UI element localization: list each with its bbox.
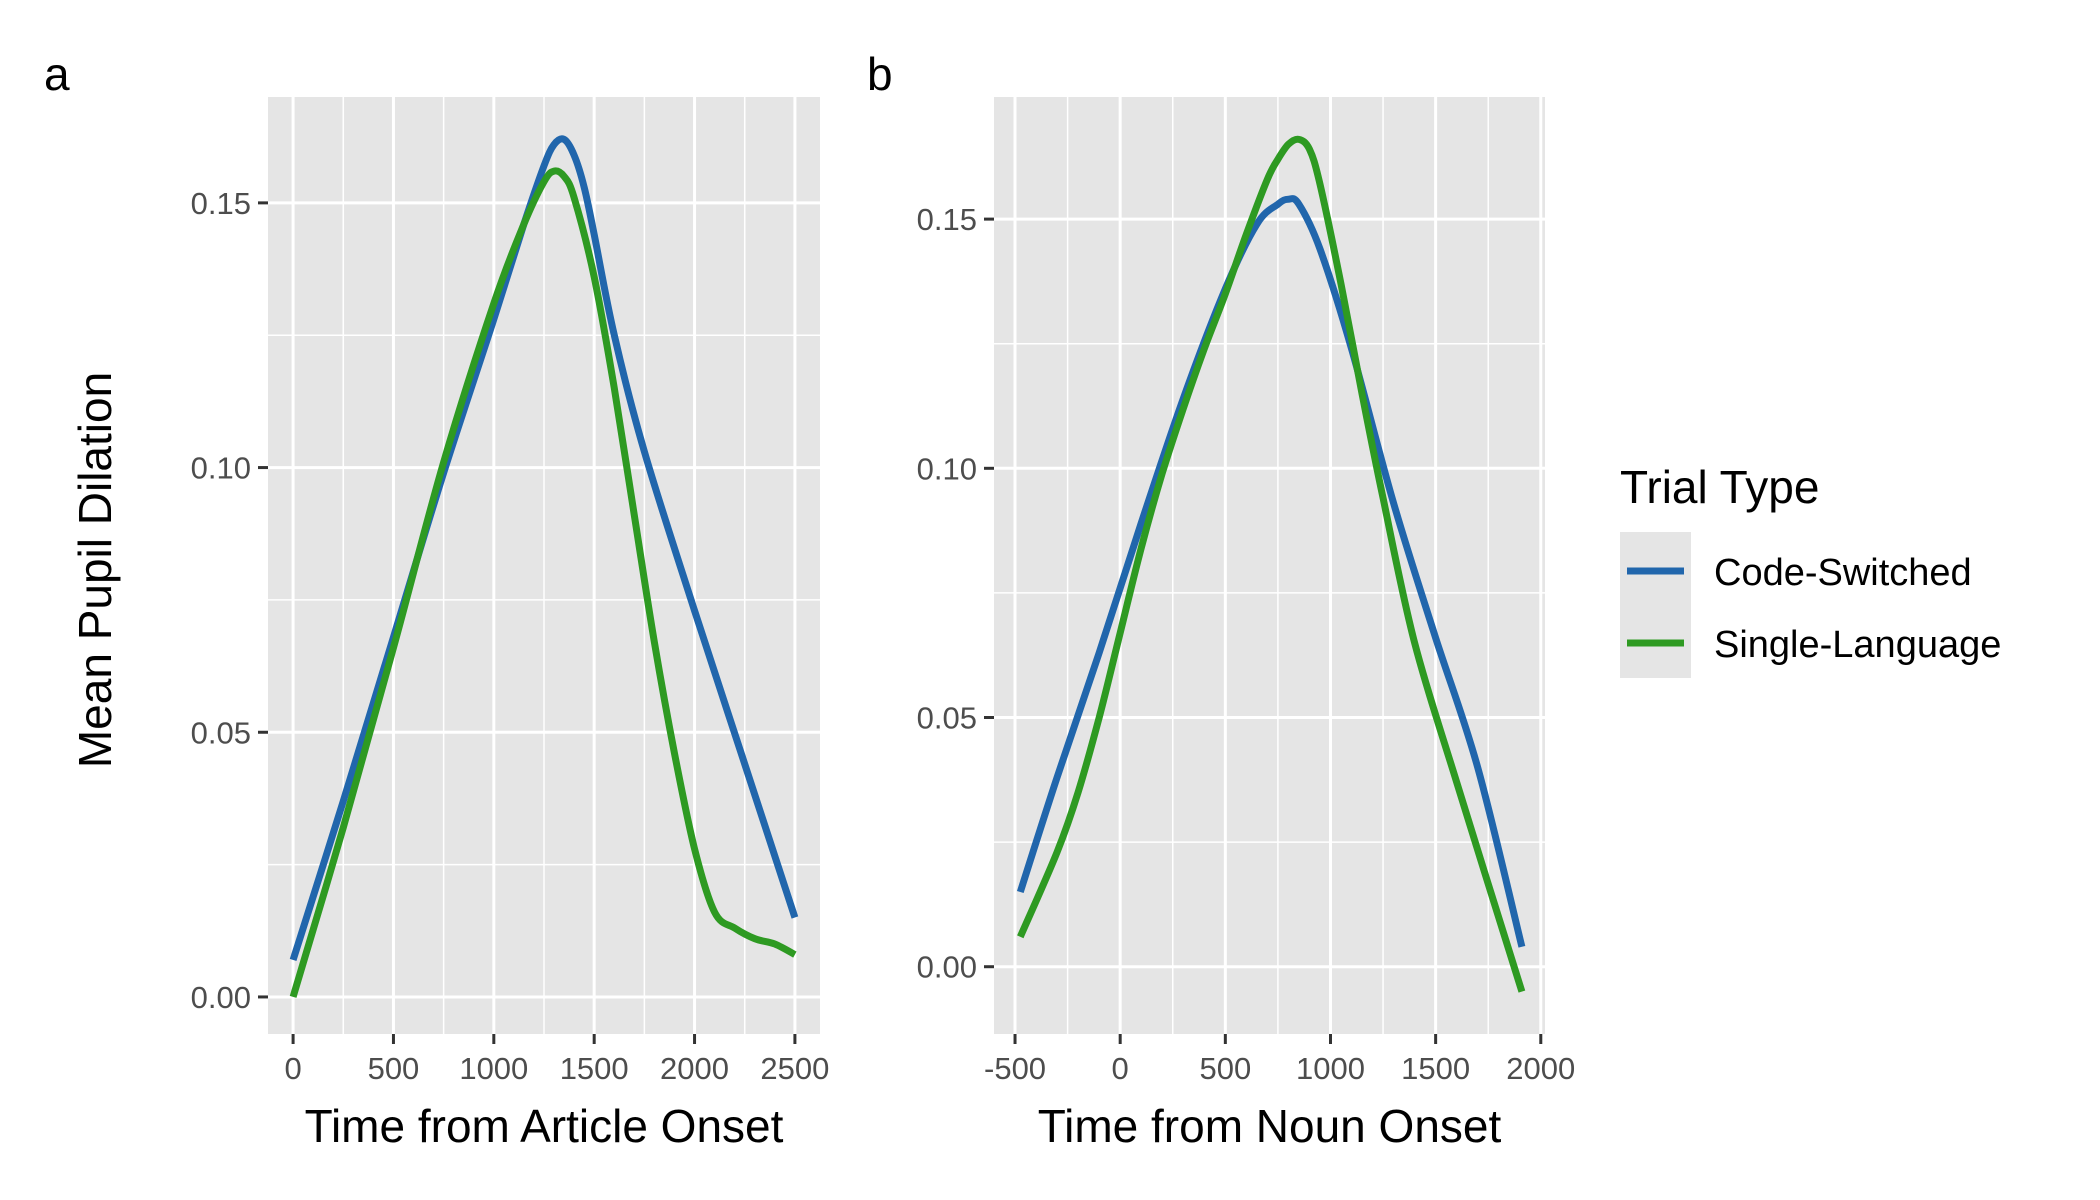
series-line-code-switched-b — [1016, 195, 1526, 948]
x-tick-label: 1000 — [459, 1051, 528, 1086]
panel-background-b — [994, 97, 1545, 1034]
series-line-single-language-a — [289, 167, 797, 998]
panel-tag-b: b — [867, 48, 893, 100]
legend-label-single-language: Single-Language — [1714, 624, 2001, 666]
x-tick-label: 2000 — [1506, 1051, 1575, 1086]
panel-b: -500 0 500 1000 1500 2000 0.00 0.05 0.10 0.15 Time… — [867, 48, 1575, 1152]
x-tick-label: 500 — [368, 1051, 420, 1086]
x-tick-label: 2000 — [660, 1051, 729, 1086]
series-line-single-language-b — [1017, 135, 1526, 993]
x-tick-label: 1000 — [1296, 1051, 1365, 1086]
x-tick-label: 0 — [1112, 1051, 1129, 1086]
legend: Trial Type Code-Switched Single-Language — [1620, 461, 2001, 678]
x-tick-label: 1500 — [560, 1051, 629, 1086]
x-tick-label: 0 — [284, 1051, 301, 1086]
x-tick-label: 2500 — [760, 1051, 829, 1086]
x-axis-title-a: Time from Article Onset — [305, 1100, 784, 1152]
y-tick-label: 0.15 — [917, 202, 977, 237]
panel-tag-a: a — [44, 48, 70, 100]
x-tick-label: -500 — [984, 1051, 1046, 1086]
y-tick-label: 0.10 — [191, 451, 251, 486]
y-tick-label: 0.00 — [917, 950, 977, 985]
y-tick-label: 0.00 — [191, 980, 251, 1015]
y-axis-title-a: Mean Pupil Dilation — [69, 372, 121, 768]
panel-a: 0 500 1000 1500 2000 2500 0.00 0.05 0.10 0.15 Time… — [44, 48, 829, 1152]
legend-key-background — [1620, 532, 1691, 678]
y-tick-label: 0.10 — [917, 451, 977, 486]
x-tick-label: 500 — [1199, 1051, 1251, 1086]
y-tick-label: 0.05 — [191, 715, 251, 750]
y-tick-label: 0.15 — [191, 186, 251, 221]
legend-label-code-switched: Code-Switched — [1714, 552, 1972, 594]
legend-title: Trial Type — [1620, 461, 1819, 513]
y-tick-label: 0.05 — [917, 701, 977, 736]
x-axis-title-b: Time from Noun Onset — [1038, 1100, 1502, 1152]
x-tick-label: 1500 — [1401, 1051, 1470, 1086]
